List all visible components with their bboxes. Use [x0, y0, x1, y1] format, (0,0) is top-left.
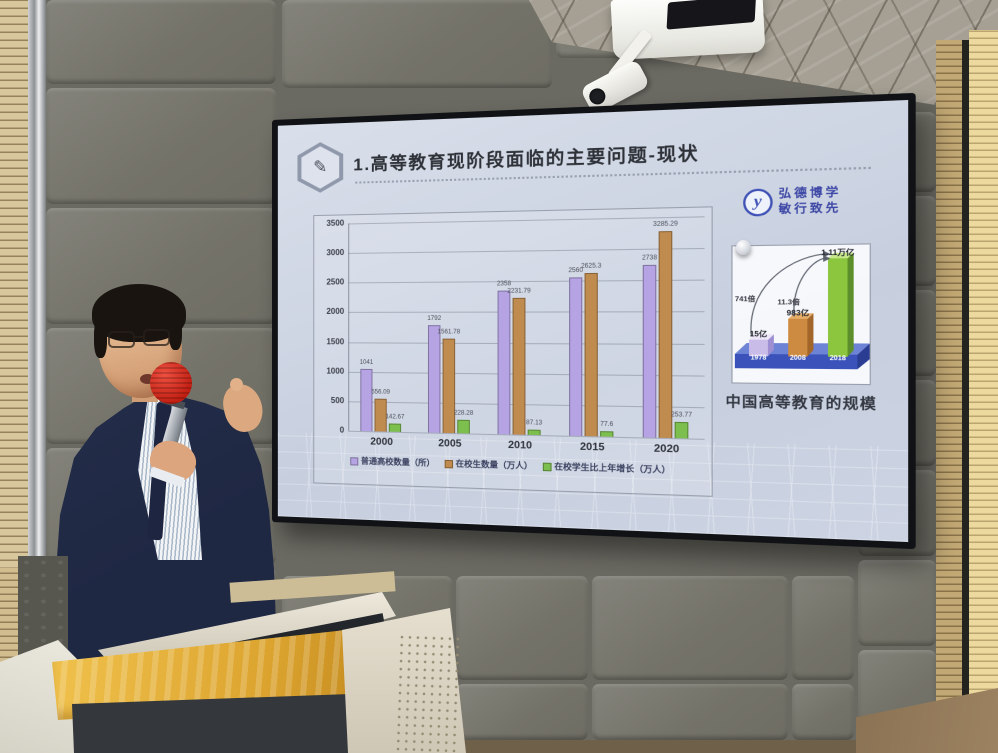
wall-panel — [456, 576, 588, 680]
wall-panel — [858, 560, 936, 646]
podium-wood-slats — [0, 568, 20, 672]
podium-front-panel — [72, 694, 354, 753]
presenter-glasses — [108, 329, 174, 351]
metal-trim-right — [962, 40, 971, 753]
wall-panel — [456, 684, 588, 740]
podium-speaker-holes — [393, 632, 461, 753]
wall-panel — [792, 576, 854, 680]
wood-slat-edge-right — [969, 30, 998, 753]
presenter-mouth — [140, 374, 155, 384]
wall-panel — [46, 0, 276, 84]
presenter-hair-side — [169, 314, 182, 350]
wall-panel — [46, 88, 276, 204]
wall-panel — [282, 0, 552, 88]
glasses-bridge — [134, 336, 144, 338]
microphone-icon — [150, 362, 192, 404]
wall-knob — [736, 240, 751, 255]
glasses-lens — [143, 329, 170, 346]
wall-panel — [592, 684, 788, 740]
wall-panel — [792, 684, 854, 740]
glasses-lens — [108, 331, 135, 348]
presenter-finger — [230, 378, 243, 391]
wall-panel — [592, 576, 788, 680]
presenter-hair-side — [94, 318, 107, 358]
wood-slat-column-right — [936, 40, 964, 753]
